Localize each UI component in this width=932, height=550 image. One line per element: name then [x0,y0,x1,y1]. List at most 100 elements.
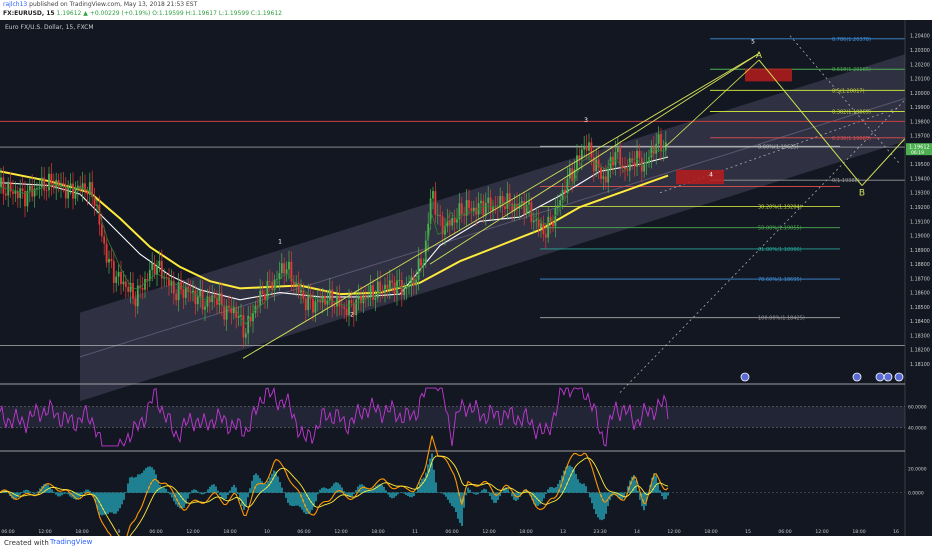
macd-histogram-bar [643,492,645,511]
candle-body [376,281,379,298]
candle-body [136,285,139,307]
candle-body [33,188,36,197]
abc-leg [861,138,906,186]
candle-body [326,300,329,305]
price-tick-label: 1.18400 [910,319,930,325]
macd-histogram-bar [467,487,469,493]
candle-body [132,283,134,299]
current-price-label: 1.19612 [909,145,930,151]
wave-label: 4 [709,171,713,178]
macd-histogram-bar [327,488,329,493]
candle-body [345,308,348,316]
macd-histogram-bar [413,492,415,497]
candle-body [247,315,250,334]
macd-histogram-bar [219,492,221,496]
candle-body [420,258,422,266]
candle-body [432,191,434,199]
candle-body [50,173,53,185]
candle-body [489,197,492,211]
fib-extension-label: 0.786(1.20378) [832,37,871,43]
candle-body [381,291,384,293]
macd-histogram-bar [95,492,97,503]
candle-body [348,300,350,316]
macd-histogram-bar [423,477,425,493]
wave-label: 1 [278,239,282,246]
candle-body [568,168,571,179]
macd-histogram-bar [157,480,159,493]
wave-label: A [756,51,763,61]
macd-histogram-bar [349,492,351,498]
macd-histogram-bar [325,488,327,493]
macd-histogram-bar [195,489,197,493]
tradingview-brand[interactable]: TradingView [50,538,93,546]
macd-histogram-bar [235,487,237,493]
wave-label: 5 [751,39,755,46]
candle-body [561,189,564,200]
macd-histogram-bar [407,492,409,497]
macd-histogram-bar [503,488,505,493]
macd-histogram-bar [315,492,317,502]
candle-body [4,193,7,196]
macd-tick-label: 0.0000 [908,491,924,497]
candle-body [81,183,84,191]
macd-histogram-bar [117,492,119,512]
candle-body [364,295,367,299]
candle-body [424,240,427,264]
price-axis [905,20,932,536]
candle-body [268,280,271,282]
macd-histogram-bar [243,492,245,510]
macd-histogram-bar [281,487,283,493]
macd-histogram-bar [61,492,63,496]
candle-body [472,207,475,211]
macd-histogram-bar [171,492,173,498]
candle-body [105,243,108,263]
candle-body [391,280,394,283]
price-chart[interactable]: 0.00%(1.19625) 38.20%(1.19204) 50.00%(1.19… [0,20,932,536]
macd-histogram-bar [481,490,483,493]
candle-body [69,183,72,187]
candle-body [153,263,156,275]
price-tick-label: 1.18700 [910,276,930,282]
ema-green-line [0,148,667,326]
candle-body [14,190,17,194]
candle-body [333,306,336,308]
macd-histogram-bar [427,464,429,493]
candle-body [612,156,614,166]
macd-histogram-bar [617,492,619,498]
macd-histogram-bar [505,487,507,493]
author-link[interactable]: rajlch13 [3,1,28,8]
time-axis-label: 23:30 [593,529,606,535]
macd-histogram-bar [83,491,85,493]
time-axis-label: 06:00 [778,529,791,535]
candle-body [372,285,374,300]
macd-histogram-bar [511,492,513,497]
price-tick-label: 1.20000 [910,91,930,97]
price-tick-label: 1.20300 [910,48,930,54]
candle-body [602,176,605,179]
candle-body [451,217,454,226]
candle-body [556,205,559,209]
macd-histogram-bar [375,485,377,493]
candle-body [511,203,514,212]
macd-histogram-bar [575,473,577,493]
macd-histogram-bar [497,492,499,500]
macd-histogram-bar [337,482,339,493]
candle-body [518,203,521,209]
macd-histogram-bar [559,480,561,493]
macd-histogram-bar [301,492,303,510]
candle-body [648,157,650,164]
macd-histogram-bar [353,492,355,494]
candle-body [84,183,86,192]
macd-histogram-bar [107,492,109,515]
macd-histogram-bar [161,487,163,493]
macd-histogram-bar [27,490,29,493]
symbol-line: FX:EURUSD, 15 [3,10,55,17]
macd-histogram-bar [43,484,45,493]
candle-body [307,294,310,311]
candle-body [331,289,334,307]
macd-histogram-bar [535,492,537,507]
macd-histogram-bar [119,492,121,509]
macd-histogram-bar [545,492,547,495]
macd-histogram-bar [533,492,535,505]
macd-histogram-bar [207,489,209,493]
